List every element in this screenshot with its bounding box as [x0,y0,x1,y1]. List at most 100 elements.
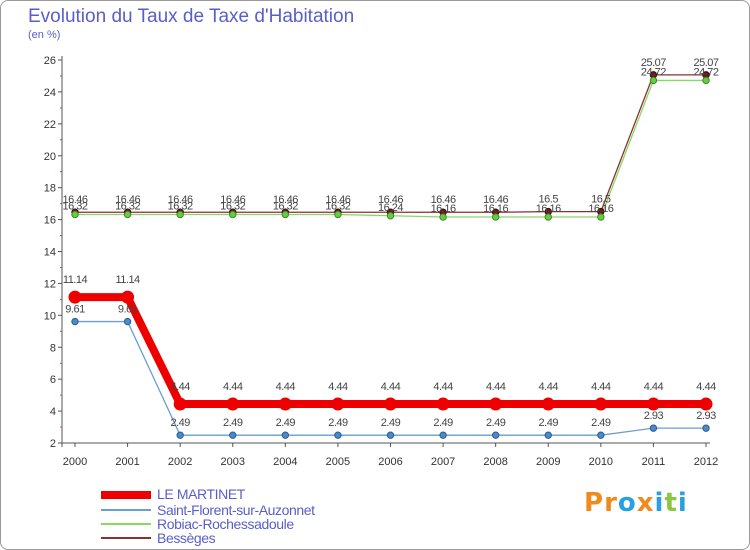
data-label: 16.16 [588,203,613,215]
data-point [544,431,552,439]
data-label: 4.44 [223,381,243,393]
data-label: 4.44 [591,381,611,393]
x-tick-label: 2000 [63,456,87,468]
data-label: 16.46 [273,194,298,206]
logo-letter: o [617,488,637,518]
logo-letter: i [677,488,688,518]
x-tick-label: 2011 [642,456,666,468]
data-label: 9.61 [65,304,85,316]
data-point [123,317,132,326]
data-label: 4.44 [486,381,506,393]
x-tick-label: 2005 [326,456,350,468]
data-label: 24.72 [641,66,666,78]
data-point [331,397,345,411]
data-point [489,397,503,411]
data-label: 16.24 [378,202,403,214]
data-label: 16.32 [115,200,140,212]
y-tick-label: 20 [44,151,56,163]
data-label: 25.07 [693,57,718,69]
data-label: 4.44 [433,381,453,393]
data-point [71,210,79,219]
data-label: 2.49 [381,417,401,429]
data-point [544,213,552,221]
data-label: 2.93 [644,410,664,422]
legend-label: Saint-Florent-sur-Auzonnet [157,502,315,518]
data-point [123,210,132,219]
y-tick-label: 12 [44,278,56,290]
y-tick-label: 24 [44,87,56,99]
data-point [384,397,397,411]
data-label: 16.46 [168,194,193,206]
y-tick-label: 18 [44,183,56,195]
data-label: 16.32 [168,200,193,212]
data-label: 16.46 [431,194,456,206]
data-label: 2.93 [696,410,716,422]
data-point [226,397,240,411]
data-label: 2.49 [433,417,453,429]
data-label: 11.14 [115,274,140,286]
data-point [597,213,605,221]
data-label: 16.46 [62,194,87,206]
data-point [649,424,658,432]
logo-letter: t [664,488,678,518]
data-point [597,431,605,439]
legend-swatch-besseges [101,537,151,539]
data-point [702,424,710,432]
legend-swatch-robiac [101,523,151,525]
proxiti-logo: Proxiti [584,488,688,518]
y-tick-label: 22 [44,119,56,131]
data-point [439,213,447,221]
data-point [278,397,292,411]
data-label: 16.16 [536,203,561,215]
data-point [439,431,447,439]
data-point [334,210,342,219]
x-tick-label: 2004 [273,456,297,468]
data-point [702,76,710,85]
data-label: 4.44 [170,381,190,393]
data-label: 4.44 [276,381,296,393]
legend-swatch-saint-florent [101,509,151,511]
data-label: 16.46 [220,194,245,206]
data-point [229,431,237,439]
data-label: 4.44 [381,381,401,393]
data-label: 2.49 [539,417,559,429]
data-point [649,76,658,85]
data-label: 4.44 [696,381,716,393]
data-point [436,397,450,411]
logo-letter: x [636,488,655,518]
data-point [281,210,290,219]
data-label: 4.44 [644,381,664,393]
data-label: 2.49 [223,417,243,429]
legend-label: Bessèges [157,530,216,546]
legend-label: LE MARTINET [157,486,245,502]
logo-letter: P [584,488,605,518]
data-label: 16.5 [591,194,611,206]
data-label: 2.49 [170,417,190,429]
data-point [176,210,184,219]
data-label: 4.44 [539,381,559,393]
data-point [71,317,79,326]
x-tick-label: 2008 [483,456,507,468]
data-point [229,210,237,219]
y-tick-label: 2 [50,438,56,450]
y-tick-label: 14 [44,247,56,259]
data-label: 16.32 [273,200,298,212]
y-tick-label: 4 [50,406,56,418]
data-label: 16.16 [431,203,456,215]
data-label: 16.46 [325,194,350,206]
series-line [74,74,707,213]
data-point [646,397,660,411]
data-label: 11.14 [63,274,88,286]
data-label: 16.32 [62,200,87,212]
data-label: 2.49 [486,417,506,429]
x-tick-label: 2012 [694,456,718,468]
data-point [176,431,184,439]
data-point [173,397,187,411]
x-tick-label: 2009 [536,456,560,468]
data-label: 16.32 [220,200,245,212]
y-tick-label: 8 [50,342,56,354]
data-label: 16.32 [325,200,350,212]
data-point [121,290,135,304]
